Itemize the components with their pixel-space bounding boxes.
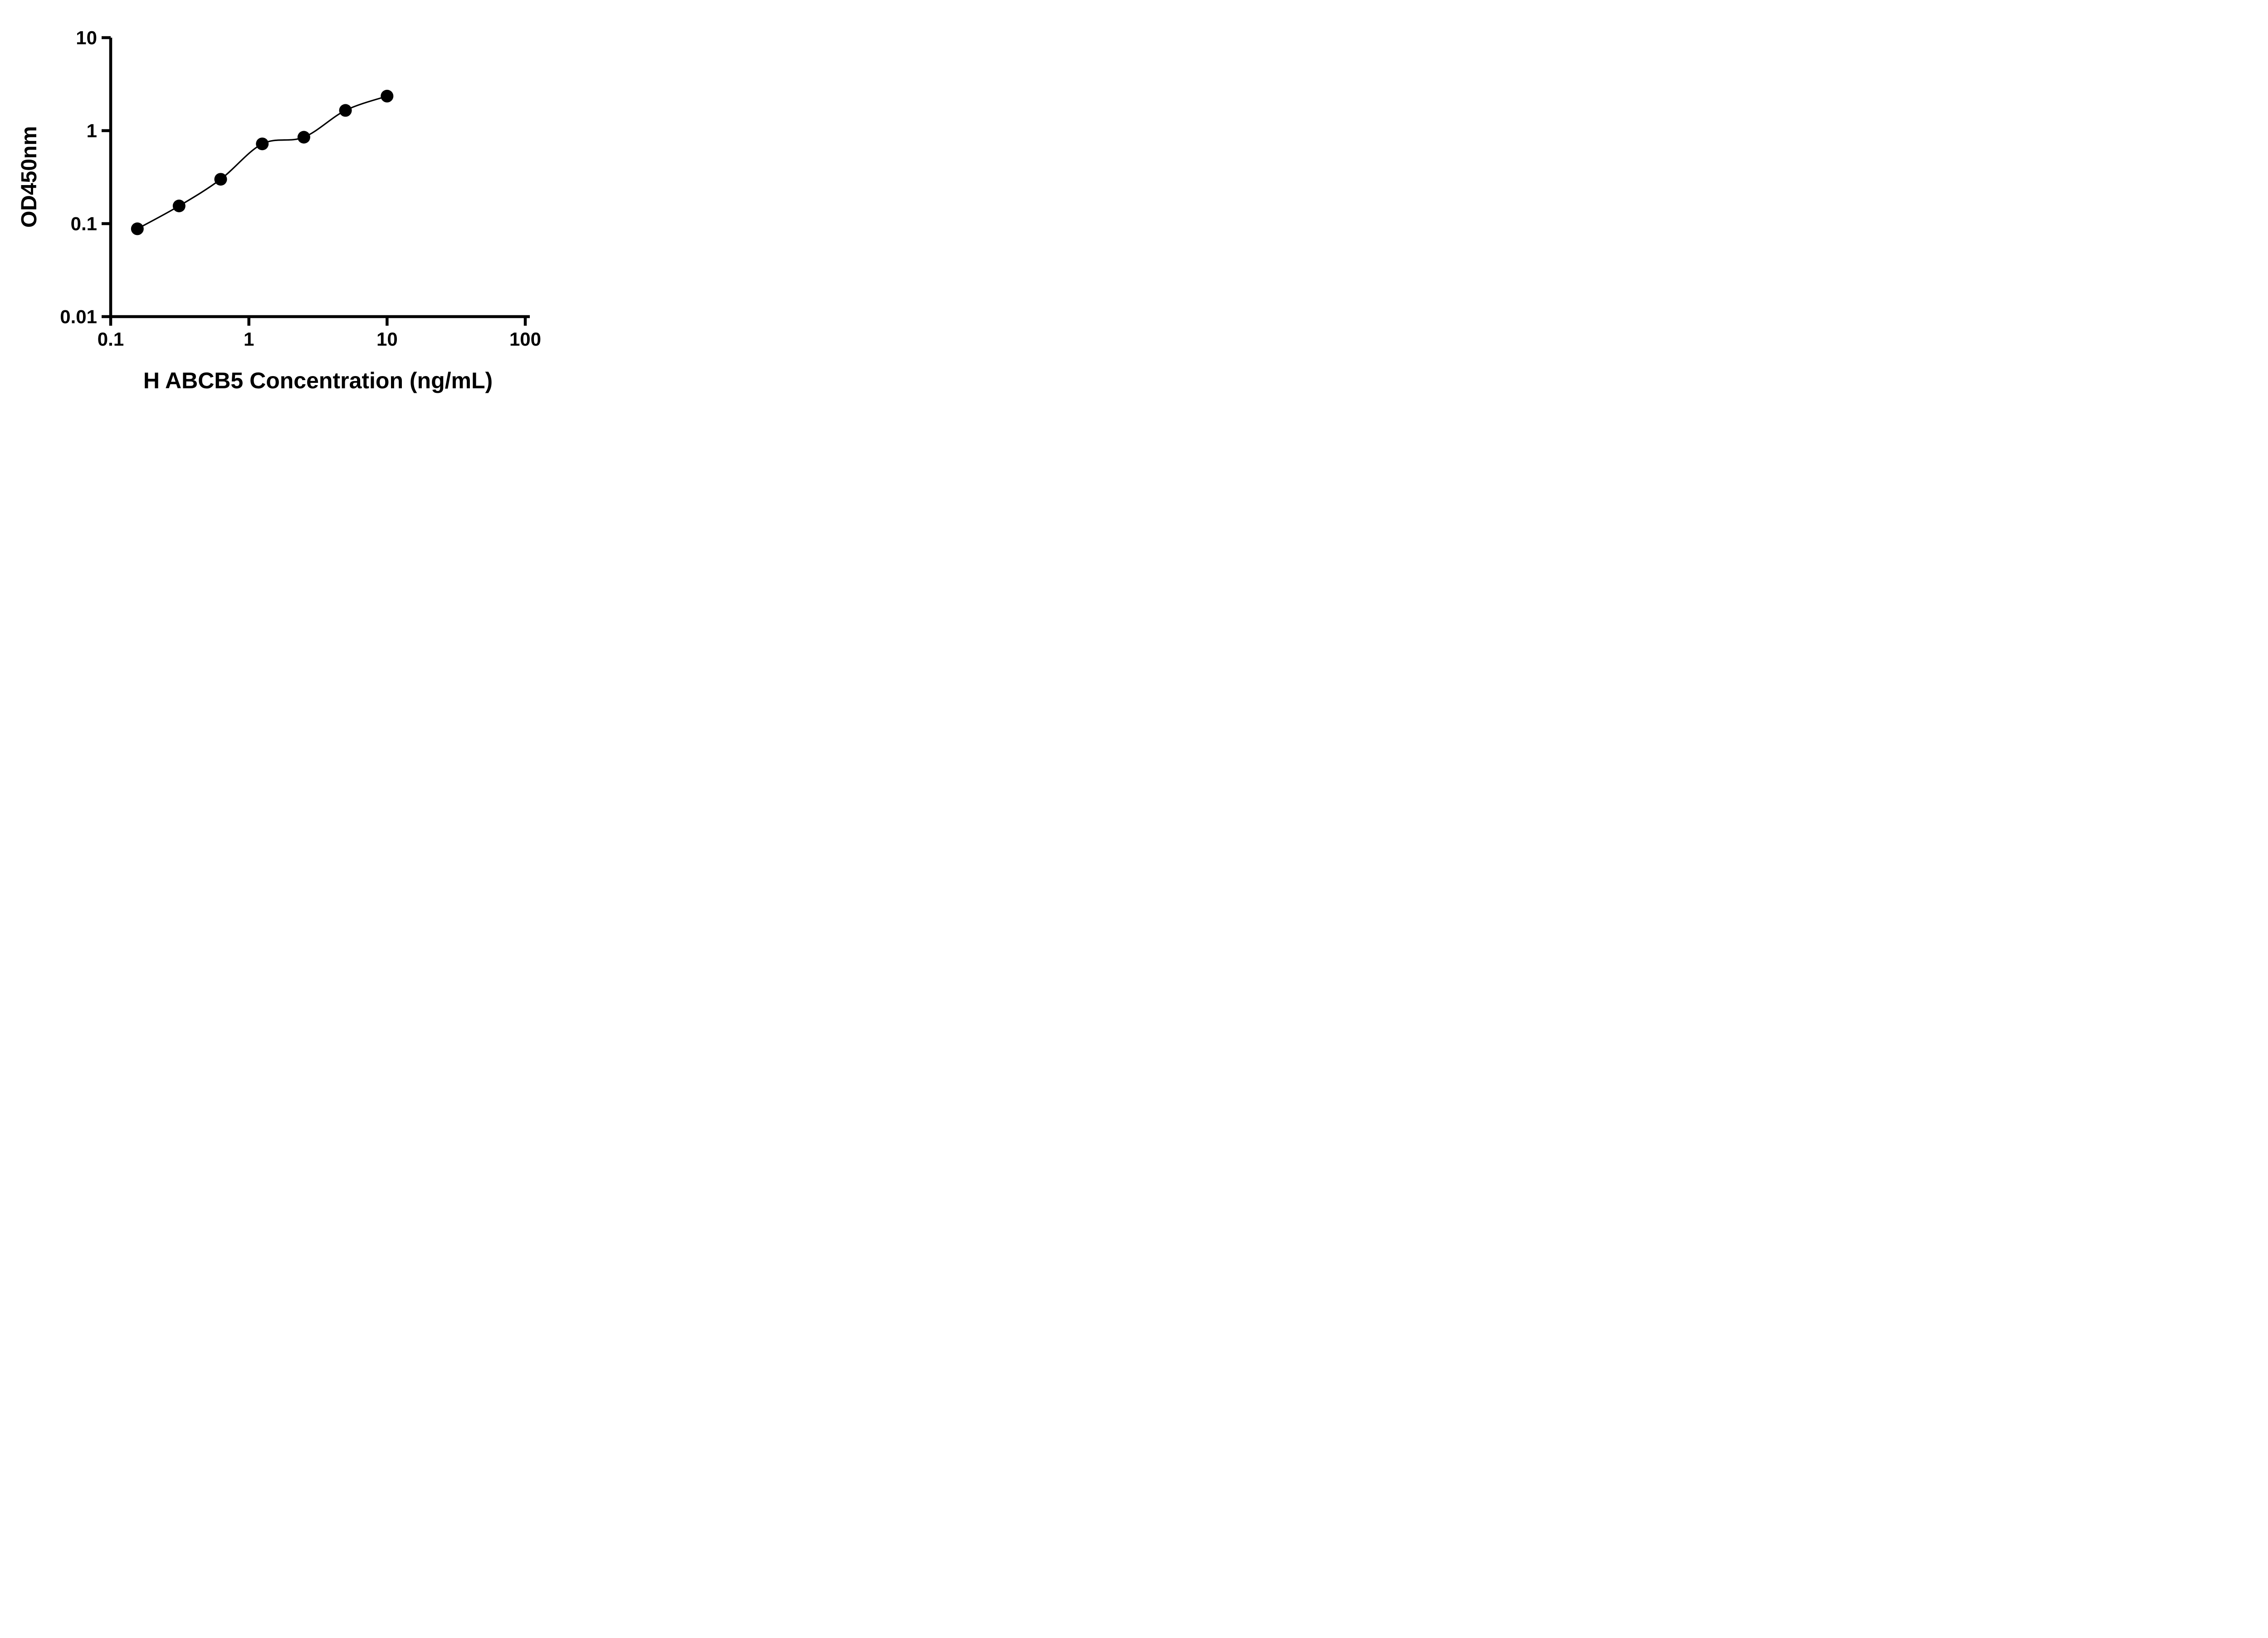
y-tick-label: 0.1 — [71, 213, 97, 235]
y-tick-label: 0.01 — [60, 306, 97, 328]
elisa-standard-curve-chart: 0.1 1 10 100 0.01 0.1 1 10 H ABCB5 Concentration… — [0, 0, 579, 410]
x-tick-label: 0.1 — [98, 328, 124, 350]
y-tick-label: 10 — [76, 27, 97, 49]
data-point — [172, 200, 186, 212]
data-point — [297, 131, 310, 144]
x-tick-label: 100 — [509, 328, 541, 350]
x-axis-title: H ABCB5 Concentration (ng/mL) — [143, 368, 493, 393]
data-point — [131, 222, 144, 235]
x-tick-label: 10 — [376, 328, 398, 350]
y-tick-label: 1 — [87, 120, 97, 142]
x-tick-label: 1 — [244, 328, 254, 350]
data-point — [214, 173, 227, 186]
data-point — [381, 89, 394, 103]
page: 0.1 1 10 100 0.01 0.1 1 10 H ABCB5 Concentration… — [0, 0, 579, 410]
y-axis-title: OD450nm — [17, 126, 41, 228]
data-point — [256, 137, 269, 151]
data-point — [339, 104, 352, 117]
